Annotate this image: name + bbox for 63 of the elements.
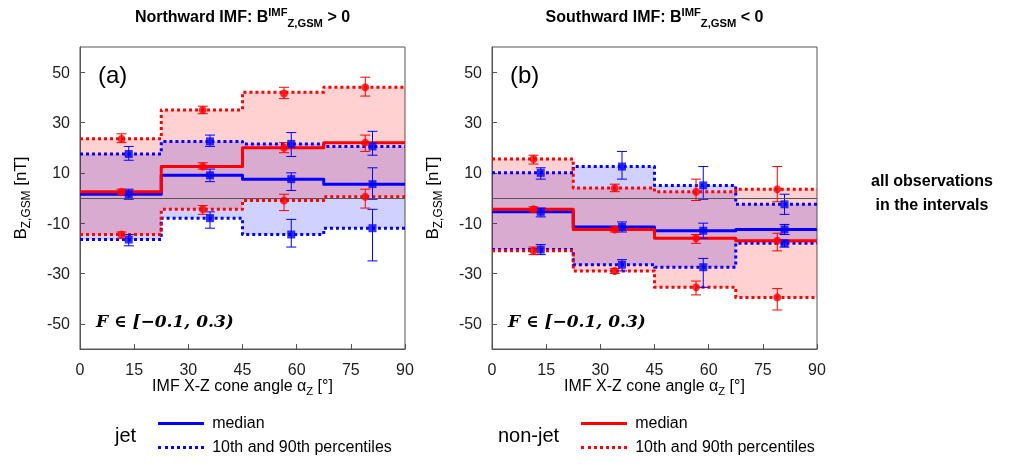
x-axis-title: IMF X-Z cone angle α$_{Z}$ [°] <box>563 377 746 398</box>
point <box>692 187 701 196</box>
y-tick-label: -30 <box>46 265 71 282</box>
point <box>124 149 133 158</box>
y-tick-label: -10 <box>46 214 71 232</box>
legend-title: non-jet <box>498 423 560 447</box>
legend-label: median <box>212 414 265 432</box>
point <box>280 196 289 205</box>
text: all observations in the intervals <box>870 171 994 215</box>
point <box>692 283 701 292</box>
x-tick-label: 90 <box>808 360 826 378</box>
point <box>773 185 782 194</box>
chart-title: Northward IMF: B$^{IMF}$$_{Z,GSM}$ > 0 <box>133 6 352 29</box>
x-tick-label: 0 <box>487 360 497 378</box>
point <box>699 263 708 272</box>
y-tick-label: -30 <box>458 265 483 282</box>
x-tick-label: 0 <box>75 360 85 378</box>
chart-title: Southward IMF: B$^{IMF}$$_{Z,GSM}$ < 0 <box>544 6 765 29</box>
x-axis-title: IMF X-Z cone angle α$_{Z}$ [°] <box>151 377 334 398</box>
x-tick-label: 45 <box>645 360 664 378</box>
point <box>287 175 296 184</box>
x-tick-label: 45 <box>233 360 252 378</box>
point <box>368 224 377 233</box>
point <box>773 293 782 302</box>
y-tick-label: -50 <box>458 315 483 333</box>
x-tick-label: 15 <box>125 360 144 378</box>
point <box>287 139 296 148</box>
point <box>699 181 708 190</box>
annotation: F ∈ [−0.1, 0.3) <box>508 311 646 331</box>
y-tick-label: 10 <box>464 164 483 182</box>
x-tick-label: 30 <box>591 360 610 378</box>
point <box>287 230 296 239</box>
point <box>206 214 214 223</box>
legend-title: jet <box>115 423 137 447</box>
x-tick-label: 15 <box>537 360 556 378</box>
point <box>699 226 708 235</box>
legend-label: 10th and 90th percentiles <box>212 438 392 456</box>
point <box>361 138 370 147</box>
point <box>773 236 782 245</box>
x-tick-label: 30 <box>179 360 198 378</box>
point <box>368 180 377 189</box>
x-tick-label: 60 <box>287 360 306 378</box>
legend-label: 10th and 90th percentiles <box>635 438 815 456</box>
point <box>368 142 377 151</box>
y-tick-label: -50 <box>46 315 71 333</box>
y-tick-label: 50 <box>52 63 71 81</box>
y-tick-label: 10 <box>52 164 71 182</box>
x-tick-label: 75 <box>753 360 772 378</box>
y-tick-label: -10 <box>458 214 483 232</box>
point <box>618 162 626 171</box>
annotation: F ∈ [−0.1, 0.3) <box>96 311 234 331</box>
y-tick-label: 30 <box>52 114 71 131</box>
y-tick-label: 50 <box>464 63 483 81</box>
x-tick-label: 90 <box>396 360 414 378</box>
point <box>361 83 370 92</box>
x-tick-label: 75 <box>341 360 360 378</box>
legend-label: median <box>635 414 688 432</box>
point <box>780 200 789 209</box>
annotation: (a) <box>98 61 128 89</box>
x-tick-label: 60 <box>699 360 718 378</box>
annotation: (b) <box>510 61 540 89</box>
point <box>361 192 370 201</box>
y-tick-label: 30 <box>464 114 483 131</box>
